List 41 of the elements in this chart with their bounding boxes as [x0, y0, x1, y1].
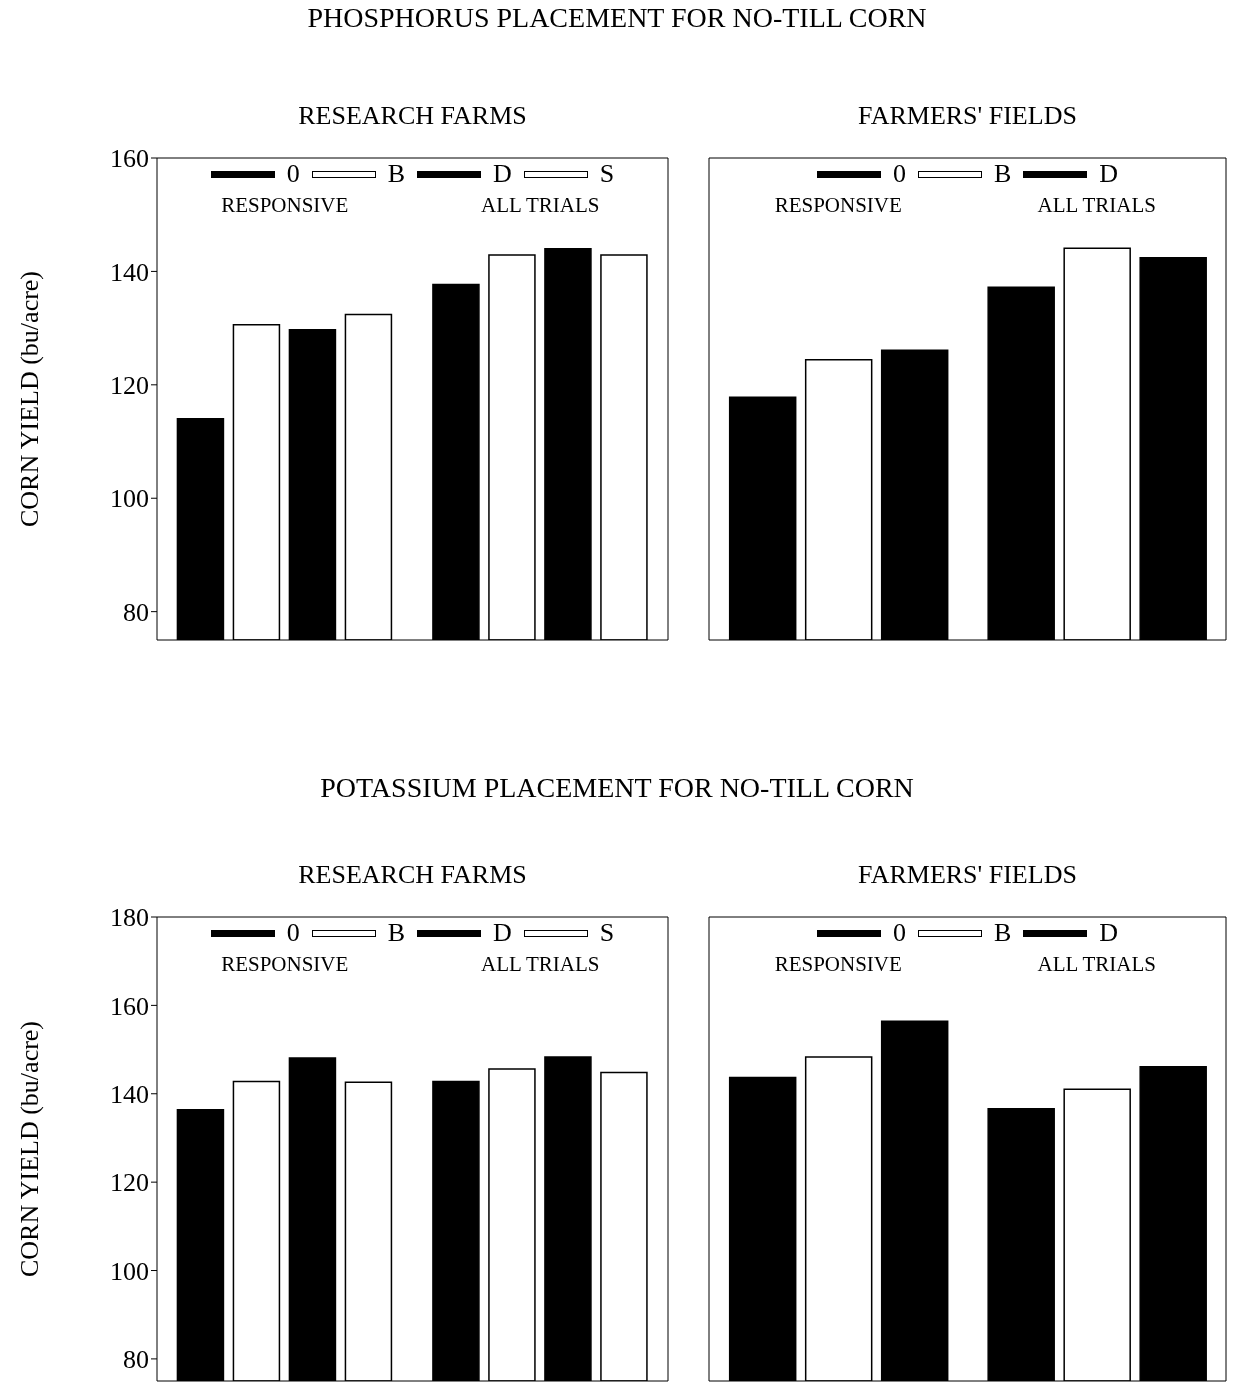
legend-label: S [599, 918, 615, 948]
y-tick-label: 120 [110, 371, 149, 401]
y-axis-title: CORN YIELD (bu/acre) [15, 270, 45, 528]
y-tick-label: 120 [110, 1168, 149, 1198]
legend-label: D [493, 918, 512, 948]
legend-label: 0 [286, 159, 300, 189]
x-tick-label: RESPONSIVE [774, 952, 902, 976]
chart-subtitle: FARMERS' FIELDS [857, 101, 1078, 131]
legend-label: B [387, 159, 406, 189]
legend-label: 0 [892, 918, 906, 948]
x-tick-label: ALL TRIALS [1037, 193, 1156, 217]
x-tick-label: ALL TRIALS [1037, 952, 1156, 976]
y-tick-label: 180 [110, 903, 149, 933]
chart-title: POTASSIUM PLACEMENT FOR NO-TILL CORN [319, 772, 915, 804]
chart-subtitle: RESEARCH FARMS [297, 860, 528, 890]
chart-title: PHOSPHORUS PLACEMENT FOR NO-TILL CORN [306, 2, 928, 34]
legend-label: S [599, 159, 615, 189]
chart-subtitle: FARMERS' FIELDS [857, 860, 1078, 890]
chart-subtitle: RESEARCH FARMS [297, 101, 528, 131]
legend-label: B [387, 918, 406, 948]
y-axis-title: CORN YIELD (bu/acre) [15, 1020, 45, 1278]
y-tick-label: 140 [110, 1079, 149, 1109]
x-tick-label: ALL TRIALS [481, 952, 600, 976]
legend-label: D [1099, 918, 1119, 948]
y-tick-label: 100 [110, 484, 149, 514]
legend-label: B [993, 159, 1012, 189]
y-tick-label: 160 [110, 991, 149, 1021]
x-tick-label: RESPONSIVE [221, 952, 349, 976]
x-tick-label: RESPONSIVE [774, 193, 902, 217]
x-tick-label: RESPONSIVE [221, 193, 349, 217]
legend-label: D [1099, 159, 1119, 189]
legend-label: 0 [892, 159, 906, 189]
y-tick-label: 140 [110, 257, 149, 287]
y-tick-label: 80 [123, 597, 149, 627]
y-tick-label: 100 [110, 1256, 149, 1286]
legend-label: B [993, 918, 1012, 948]
legend-label: 0 [286, 918, 300, 948]
legend-label: D [493, 159, 512, 189]
x-tick-label: ALL TRIALS [481, 193, 600, 217]
y-tick-label: 80 [123, 1345, 149, 1375]
y-tick-label: 160 [110, 144, 149, 174]
